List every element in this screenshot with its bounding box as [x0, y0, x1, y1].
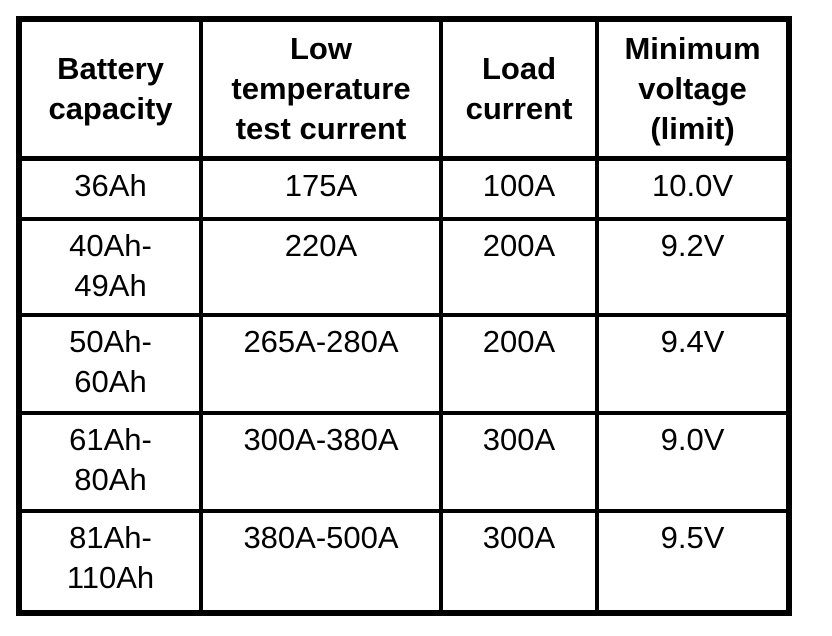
- cell-load-current: 100A: [439, 156, 599, 221]
- column-header-minimum-voltage-limit: Minimum voltage (limit): [595, 17, 791, 161]
- cell-load-current: 200A: [439, 313, 599, 415]
- cell-low-temp-test-current: 380A-500A: [199, 509, 443, 615]
- cell-battery-capacity: 50Ah- 60Ah: [17, 313, 203, 415]
- cell-load-current: 300A: [439, 509, 599, 615]
- cell-low-temp-test-current: 175A: [199, 156, 443, 221]
- cell-minimum-voltage: 10.0V: [595, 156, 791, 221]
- table-row: 81Ah- 110Ah 380A-500A 300A 9.5V: [17, 509, 791, 615]
- cell-minimum-voltage: 9.2V: [595, 217, 791, 317]
- cell-battery-capacity: 81Ah- 110Ah: [17, 509, 203, 615]
- table-row: 50Ah- 60Ah 265A-280A 200A 9.4V: [17, 313, 791, 415]
- cell-battery-capacity: 40Ah- 49Ah: [17, 217, 203, 317]
- cell-battery-capacity: 36Ah: [17, 156, 203, 221]
- table-row: 40Ah- 49Ah 220A 200A 9.2V: [17, 217, 791, 317]
- table-row: 61Ah- 80Ah 300A-380A 300A 9.0V: [17, 411, 791, 513]
- cell-minimum-voltage: 9.4V: [595, 313, 791, 415]
- table-row: 36Ah 175A 100A 10.0V: [17, 156, 791, 221]
- cell-load-current: 300A: [439, 411, 599, 513]
- column-header-battery-capacity: Battery capacity: [17, 17, 203, 161]
- cell-low-temp-test-current: 265A-280A: [199, 313, 443, 415]
- header-row: Battery capacity Low temperature test cu…: [17, 17, 791, 161]
- cell-load-current: 200A: [439, 217, 599, 317]
- cell-battery-capacity: 61Ah- 80Ah: [17, 411, 203, 513]
- cell-minimum-voltage: 9.0V: [595, 411, 791, 513]
- cell-minimum-voltage: 9.5V: [595, 509, 791, 615]
- cell-low-temp-test-current: 220A: [199, 217, 443, 317]
- table-body: Battery capacity Low temperature test cu…: [17, 17, 791, 615]
- cell-low-temp-test-current: 300A-380A: [199, 411, 443, 513]
- column-header-load-current: Load current: [439, 17, 599, 161]
- column-header-low-temp-test-current: Low temperature test current: [199, 17, 443, 161]
- battery-load-test-spec-table: Battery capacity Low temperature test cu…: [16, 16, 792, 616]
